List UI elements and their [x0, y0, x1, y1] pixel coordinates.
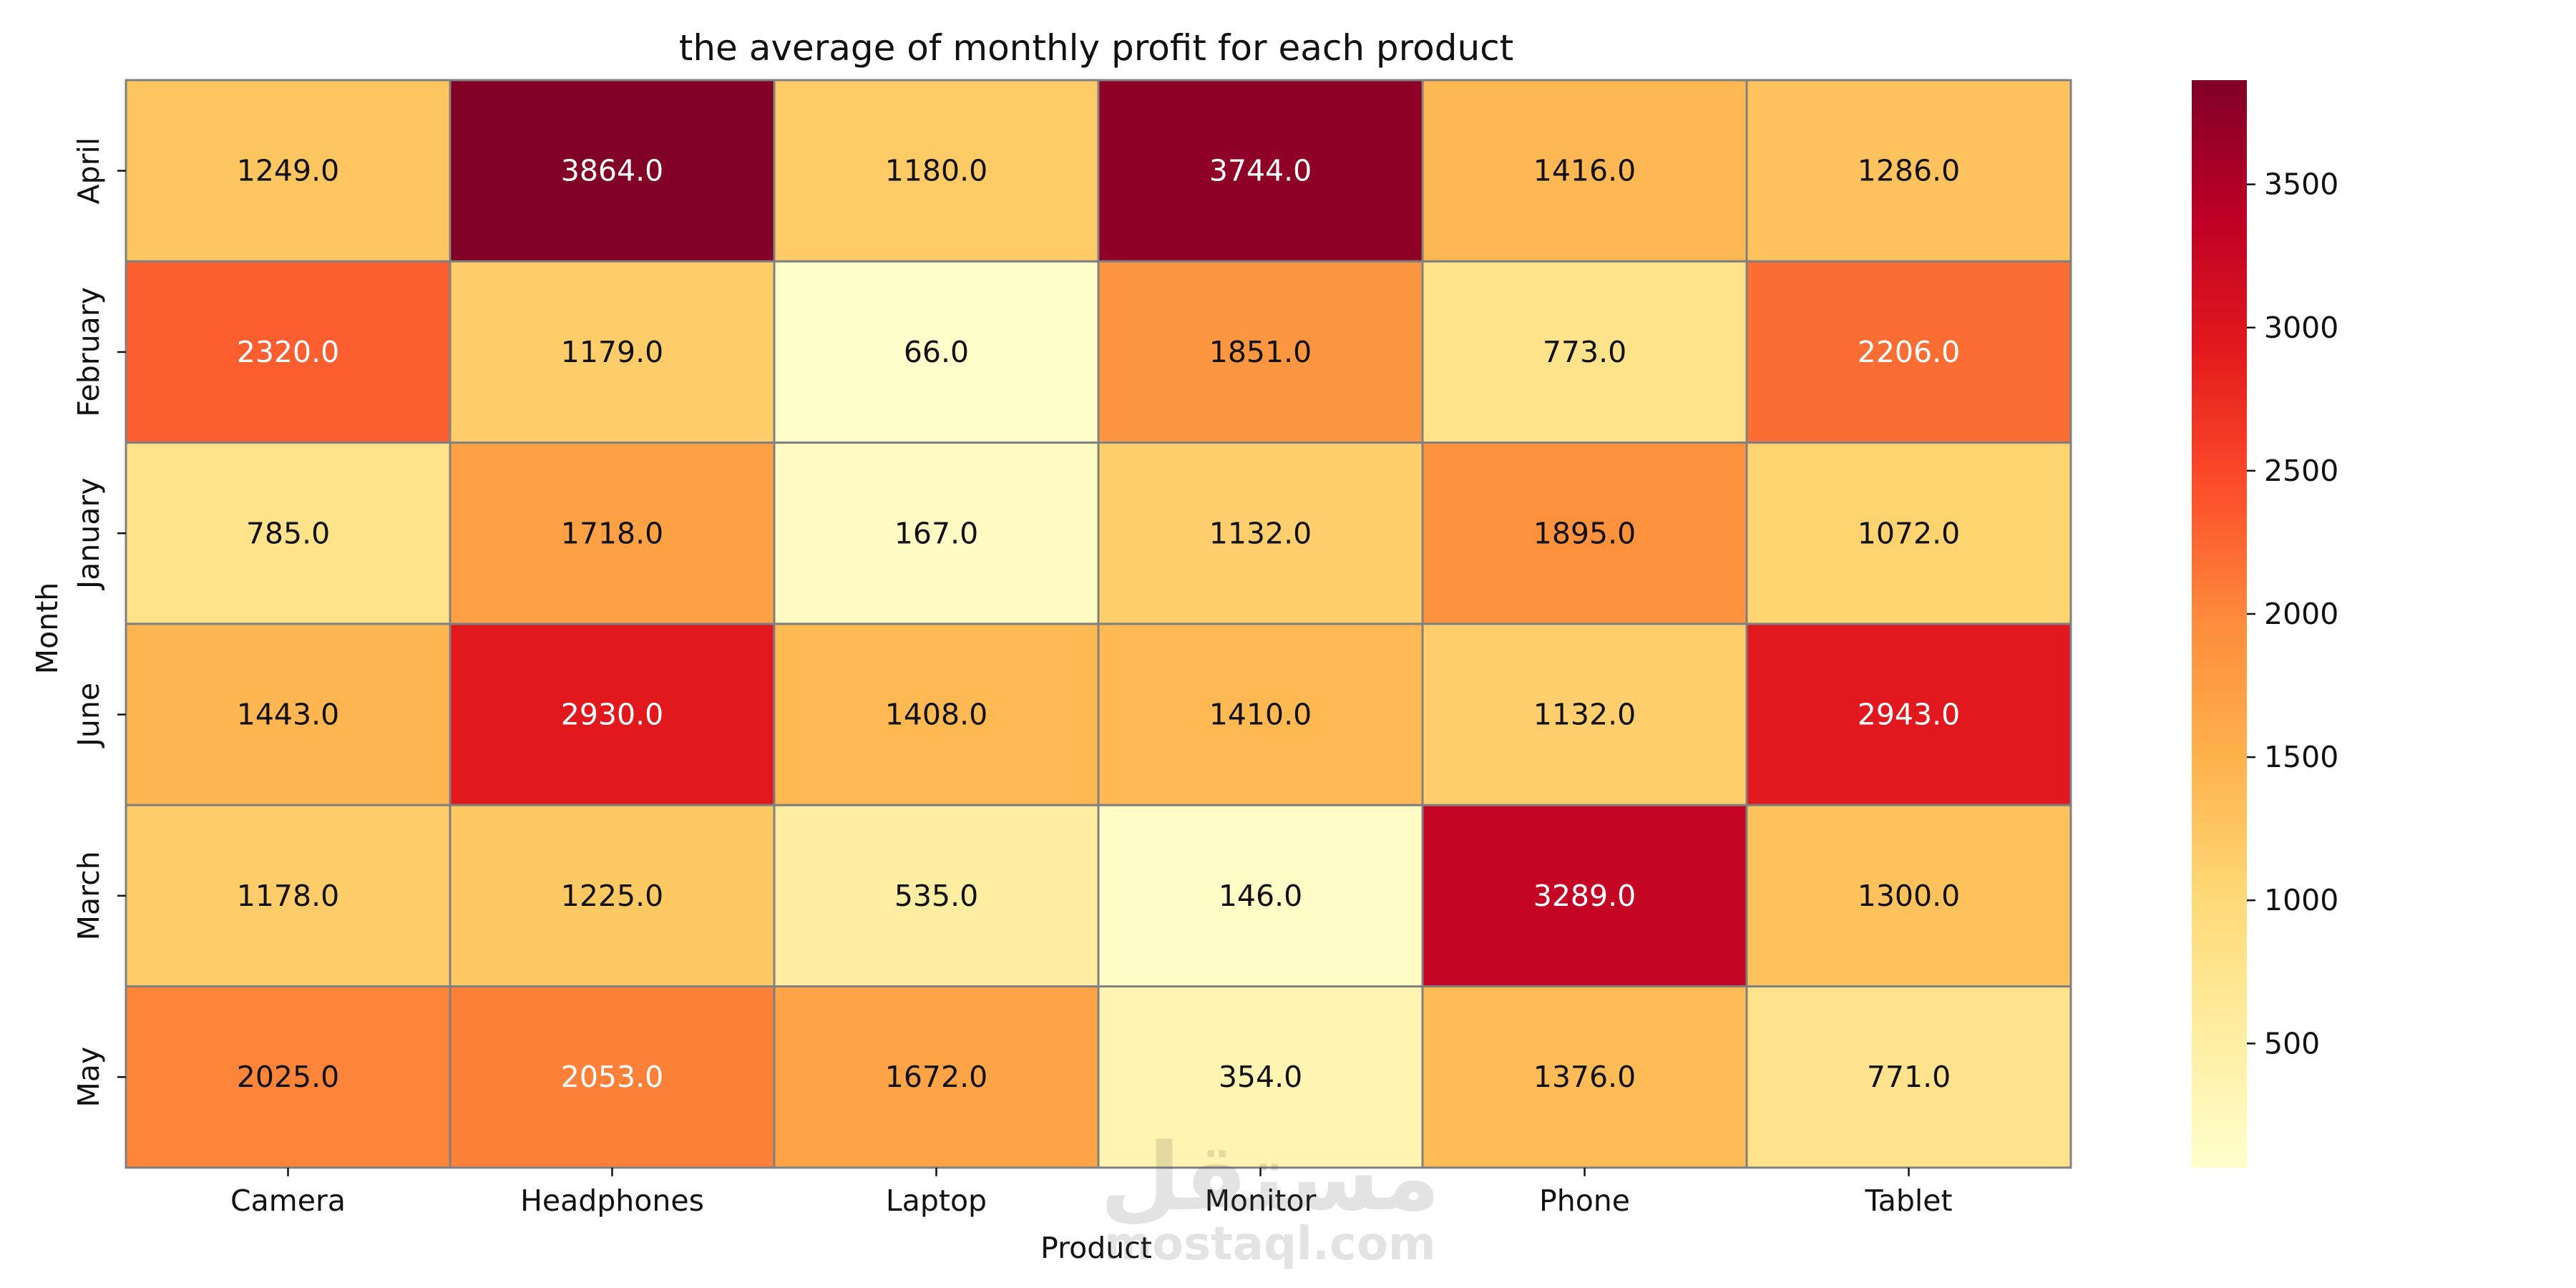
- heatmap-cell: [449, 623, 776, 806]
- heatmap-cell: [1097, 804, 1424, 987]
- cell-value-label: 1672.0: [885, 1060, 987, 1094]
- heatmap-cell: [1745, 804, 2072, 987]
- cell-value-label: 1408.0: [885, 698, 987, 732]
- colorbar-tick-label: 1500: [2264, 740, 2338, 774]
- cell-value-labels: 1249.0 3864.0 1180.0 3744.0 1416.0 1286.0 2320…: [237, 154, 1960, 1095]
- heatmap-cell: [1097, 260, 1424, 444]
- y-axis-ticks: April February January June March May: [72, 137, 126, 1108]
- cell-value-label: 1895.0: [1533, 516, 1636, 550]
- heatmap-cell: [125, 441, 452, 625]
- cell-value-label: 1410.0: [1209, 698, 1312, 732]
- cell-value-label: 1180.0: [885, 154, 987, 188]
- heatmap-cell: [1097, 441, 1424, 625]
- y-tick-label: June: [72, 683, 106, 748]
- watermark-arabic: مستقل: [1100, 1123, 1440, 1231]
- cell-value-label: 2025.0: [237, 1060, 339, 1094]
- y-axis-label: Month: [30, 582, 64, 675]
- cell-value-label: 1132.0: [1533, 698, 1636, 732]
- cell-value-label: 3289.0: [1533, 879, 1636, 913]
- heatmap-cell: [1421, 441, 1748, 625]
- chart-title: the average of monthly profit for each p…: [679, 27, 1513, 69]
- heatmap-cell: [125, 804, 452, 987]
- cell-value-label: 3864.0: [561, 154, 663, 188]
- cell-value-label: 1718.0: [561, 516, 663, 550]
- cell-value-label: 1179.0: [561, 335, 663, 369]
- y-tick-label: May: [72, 1047, 106, 1108]
- heatmap-cell: [773, 623, 1100, 806]
- cell-value-label: 2320.0: [237, 335, 339, 369]
- colorbar-ticks: 500 1000 1500 2000 2500 3000 3500: [2247, 167, 2338, 1060]
- cell-value-label: 2206.0: [1858, 335, 1960, 369]
- x-tick-label: Headphones: [520, 1184, 704, 1218]
- heatmap-cell: [1421, 623, 1748, 806]
- cell-value-label: 785.0: [246, 516, 330, 550]
- heatmap-cell: [773, 804, 1100, 987]
- cell-value-label: 66.0: [904, 335, 969, 369]
- x-tick-label: Camera: [230, 1184, 346, 1218]
- heatmap-cell: [1745, 441, 2072, 625]
- cell-value-label: 3744.0: [1209, 154, 1312, 188]
- heatmap-cell: [1421, 79, 1748, 263]
- heatmap-cells: [125, 79, 2072, 1169]
- heatmap-cell: [1745, 79, 2072, 263]
- cell-value-label: 1851.0: [1209, 335, 1312, 369]
- heatmap-cell: [1421, 985, 1748, 1169]
- heatmap-cell: [1745, 985, 2072, 1169]
- cell-value-label: 535.0: [894, 879, 978, 913]
- cell-value-label: 1416.0: [1533, 154, 1636, 188]
- heatmap-cell: [1097, 623, 1424, 806]
- colorbar-tick-label: 3000: [2264, 311, 2338, 345]
- cell-value-label: 771.0: [1867, 1060, 1951, 1094]
- cell-value-label: 1286.0: [1858, 154, 1960, 188]
- x-tick-label: Tablet: [1864, 1184, 1952, 1218]
- cell-value-label: 167.0: [894, 516, 978, 550]
- cell-value-label: 773.0: [1543, 335, 1626, 369]
- x-axis-label: Product: [1040, 1231, 1152, 1265]
- cell-value-label: 2943.0: [1858, 698, 1960, 732]
- x-tick-label: Phone: [1539, 1184, 1630, 1218]
- y-tick-label: March: [72, 851, 106, 940]
- heatmap-cell: [1421, 804, 1748, 987]
- heatmap-cell: [125, 623, 452, 806]
- cell-value-label: 1178.0: [237, 879, 339, 913]
- x-tick-label: Monitor: [1205, 1184, 1317, 1218]
- watermark-latin: mostaql.com: [1104, 1218, 1435, 1271]
- cell-value-label: 1376.0: [1533, 1060, 1636, 1094]
- y-tick-label: April: [72, 137, 106, 205]
- cell-value-label: 1072.0: [1858, 516, 1960, 550]
- cell-value-label: 1225.0: [561, 879, 663, 913]
- cell-value-label: 2930.0: [561, 698, 663, 732]
- cell-value-label: 2053.0: [561, 1060, 663, 1094]
- cell-value-label: 354.0: [1219, 1060, 1302, 1094]
- x-axis-ticks: Camera Headphones Laptop Monitor Phone Tablet: [230, 1167, 1953, 1218]
- heatmap-cell: [773, 79, 1100, 263]
- heatmap-cell: [1745, 623, 2072, 806]
- heatmap-cell: [1097, 79, 1424, 263]
- colorbar: [2192, 80, 2247, 1168]
- cell-value-label: 1443.0: [237, 698, 339, 732]
- heatmap-cell: [773, 441, 1100, 625]
- heatmap-cell: [125, 79, 452, 263]
- colorbar-tick-label: 1000: [2264, 883, 2338, 917]
- heatmap-cell: [449, 260, 776, 444]
- heatmap-cell: [449, 79, 776, 263]
- cell-value-label: 1249.0: [237, 154, 339, 188]
- y-tick-label: January: [72, 478, 106, 591]
- cell-value-label: 1300.0: [1858, 879, 1960, 913]
- colorbar-tick-label: 500: [2264, 1026, 2320, 1060]
- y-tick-label: February: [72, 287, 106, 417]
- watermark: مستقل mostaql.com: [1100, 1123, 1440, 1271]
- colorbar-tick-label: 2500: [2264, 454, 2338, 488]
- cell-value-label: 146.0: [1219, 879, 1302, 913]
- heatmap-cell: [125, 985, 452, 1169]
- cell-value-label: 1132.0: [1209, 516, 1312, 550]
- heatmap-cell: [1745, 260, 2072, 444]
- x-tick-label: Laptop: [886, 1184, 987, 1218]
- colorbar-tick-label: 3500: [2264, 167, 2338, 202]
- heatmap-cell: [449, 441, 776, 625]
- colorbar-tick-label: 2000: [2264, 597, 2338, 631]
